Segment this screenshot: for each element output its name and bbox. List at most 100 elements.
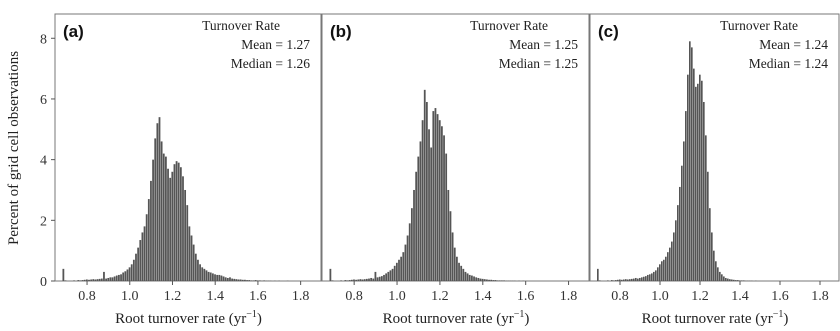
x-tick-label: 1.2 xyxy=(691,289,709,304)
histogram-bar xyxy=(667,252,669,281)
histogram-bar xyxy=(451,232,454,281)
histogram-bar xyxy=(128,267,131,281)
histogram-bar xyxy=(143,226,146,281)
histogram-bar xyxy=(398,259,400,281)
histogram-bar xyxy=(194,253,197,281)
histogram-bar xyxy=(130,264,133,281)
histogram-bar xyxy=(184,189,187,281)
histogram-bar xyxy=(613,280,615,281)
histogram-bar xyxy=(597,268,599,281)
histogram-bar xyxy=(203,268,206,281)
histogram-bar xyxy=(466,273,469,281)
histogram-bar xyxy=(421,120,424,281)
histogram-bar xyxy=(428,129,430,281)
histogram-bar xyxy=(404,244,407,281)
x-tick-label: 1.0 xyxy=(121,289,139,304)
histogram-bar xyxy=(479,278,482,281)
histogram-bar xyxy=(383,274,385,281)
histogram-bar xyxy=(237,279,240,281)
histogram-bar xyxy=(92,279,95,281)
histogram-bar xyxy=(167,168,169,281)
histogram-bar xyxy=(90,279,93,281)
histogram-bar xyxy=(109,277,112,281)
histogram-bar xyxy=(85,279,88,281)
histogram-bar xyxy=(705,135,707,281)
x-axis-label-superscript: −1 xyxy=(773,309,784,320)
histogram-bar xyxy=(695,86,697,281)
histogram-bar xyxy=(118,274,120,281)
histogram-bar xyxy=(103,271,105,281)
panel-3: 0.8 1.0 1.2 1.4 1.6 1.8 (c) Turnover Rate Mean =… xyxy=(589,13,840,327)
histogram-bar xyxy=(190,235,193,281)
histogram-bar xyxy=(201,267,204,281)
x-tick-label: 1.0 xyxy=(388,289,406,304)
histogram-bar xyxy=(62,268,65,281)
histogram-bar xyxy=(503,280,505,281)
histogram-bar xyxy=(440,126,443,281)
histogram-bar xyxy=(246,280,248,281)
histogram-bar xyxy=(653,271,655,281)
histogram-bar xyxy=(438,120,441,281)
histogram-bar xyxy=(739,280,741,281)
histogram-bar xyxy=(481,278,484,281)
panel-letter: (a) xyxy=(63,22,84,41)
histogram-bar xyxy=(669,247,671,282)
histogram-bar xyxy=(107,277,110,281)
histogram-bar xyxy=(393,265,396,281)
histogram-bar xyxy=(124,271,127,281)
histogram-bar xyxy=(216,274,219,281)
histogram-bar xyxy=(158,117,161,281)
histogram-bar xyxy=(659,264,661,281)
histogram-bar xyxy=(633,278,635,281)
histogram-bar xyxy=(406,235,409,281)
histogram-bar xyxy=(331,280,334,281)
histogram-bar xyxy=(402,252,405,281)
histogram-bar xyxy=(197,259,199,281)
histogram-bar xyxy=(169,177,172,281)
histogram-bar xyxy=(365,278,368,281)
histogram-bar xyxy=(258,280,261,281)
histogram-bar xyxy=(629,279,631,281)
histogram-bar xyxy=(355,279,358,281)
histogram-bar xyxy=(156,123,159,281)
histogram-bar xyxy=(599,280,601,281)
histogram-bar xyxy=(77,280,80,281)
histogram-bar xyxy=(361,279,364,281)
histogram-bar xyxy=(701,80,703,281)
histogram-bar xyxy=(378,276,381,281)
x-tick-label: 1.4 xyxy=(474,289,492,304)
histogram-bar xyxy=(73,280,75,281)
histogram-bar xyxy=(113,276,116,281)
histogram-bar xyxy=(689,41,691,282)
histogram-bar xyxy=(88,279,90,281)
x-tick-label: 1.6 xyxy=(249,289,267,304)
histogram-bar xyxy=(353,279,355,281)
histogram-bar xyxy=(607,280,609,281)
histogram-bar xyxy=(486,279,488,281)
histogram-bar xyxy=(453,247,456,282)
x-tick-label: 0.8 xyxy=(611,289,629,304)
histogram-bar xyxy=(139,240,142,281)
histogram-bar xyxy=(182,176,184,281)
histogram-bar xyxy=(179,167,182,281)
x-tick-label: 1.4 xyxy=(206,289,224,304)
histogram-bar xyxy=(619,279,621,281)
histogram-bar xyxy=(723,276,725,281)
histogram-bar xyxy=(643,276,645,281)
histogram-bar xyxy=(395,262,398,281)
histogram-bar xyxy=(263,280,266,281)
histogram-bar xyxy=(458,262,460,281)
histogram-bar xyxy=(681,165,683,281)
histogram-bar xyxy=(687,74,689,282)
histogram-bar xyxy=(735,280,737,281)
histogram-bar xyxy=(492,280,495,281)
histogram-bar xyxy=(165,156,167,281)
histogram-bar xyxy=(494,280,497,281)
panels-group: 0.8 1.0 1.2 1.4 1.6 1.8 0 2 4 6 8 (a) Turnover Rate M… xyxy=(40,13,840,327)
histogram-bar xyxy=(693,68,695,281)
histogram-bar xyxy=(233,278,236,281)
histogram-bar xyxy=(64,280,67,281)
histogram-bar xyxy=(162,153,165,281)
histogram-bar xyxy=(344,280,347,281)
histogram-bar xyxy=(254,280,257,281)
